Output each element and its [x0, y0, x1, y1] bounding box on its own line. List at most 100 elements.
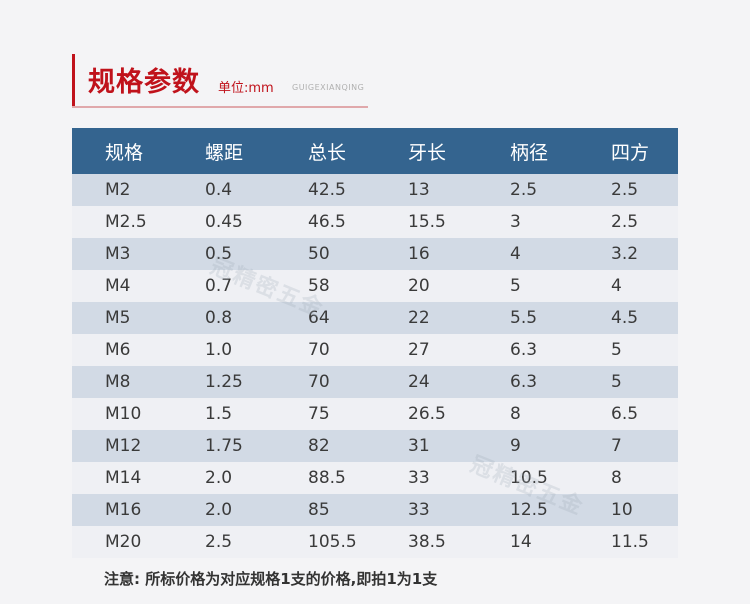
table-row: M20 2.5 105.5 38.5 14 11.5 — [72, 526, 678, 558]
column-header: 四方 — [577, 128, 678, 174]
header-underline — [72, 106, 368, 108]
table-cell: 70 — [274, 334, 375, 366]
table-cell: 9 — [476, 430, 577, 462]
table-cell: 31 — [375, 430, 476, 462]
table-cell: 2.5 — [476, 174, 577, 206]
table-cell: 16 — [375, 238, 476, 270]
table-cell: 10 — [577, 494, 678, 526]
table-row: M8 1.25 70 24 6.3 5 — [72, 366, 678, 398]
table-body: M2 0.4 42.5 13 2.5 2.5 M2.5 0.45 46.5 15.5 3 2.5 M3 0… — [72, 174, 678, 558]
column-header: 柄径 — [476, 128, 577, 174]
table-cell: M20 — [72, 526, 173, 558]
table-cell: 42.5 — [274, 174, 375, 206]
table-row: M6 1.0 70 27 6.3 5 — [72, 334, 678, 366]
table-cell: M6 — [72, 334, 173, 366]
table-cell: 4.5 — [577, 302, 678, 334]
table-cell: M4 — [72, 270, 173, 302]
table-cell: 64 — [274, 302, 375, 334]
table-row: M2 0.4 42.5 13 2.5 2.5 — [72, 174, 678, 206]
table-cell: 3.2 — [577, 238, 678, 270]
table-row: M2.5 0.45 46.5 15.5 3 2.5 — [72, 206, 678, 238]
table-cell: 15.5 — [375, 206, 476, 238]
table-cell: 1.25 — [173, 366, 274, 398]
table-cell: M2.5 — [72, 206, 173, 238]
table-cell: 82 — [274, 430, 375, 462]
table-cell: 3 — [476, 206, 577, 238]
table-cell: 7 — [577, 430, 678, 462]
table-cell: M2 — [72, 174, 173, 206]
table-cell: 5 — [577, 366, 678, 398]
section-header: 规格参数 单位:mm GUIGEXIANQING — [72, 54, 368, 108]
table-cell: 6.3 — [476, 334, 577, 366]
table-cell: 14 — [476, 526, 577, 558]
table-cell: 33 — [375, 462, 476, 494]
table-cell: 70 — [274, 366, 375, 398]
table-cell: 5 — [577, 334, 678, 366]
table-cell: 6.3 — [476, 366, 577, 398]
table-cell: M12 — [72, 430, 173, 462]
table-cell: 8 — [476, 398, 577, 430]
table-cell: 0.7 — [173, 270, 274, 302]
table-row: M10 1.5 75 26.5 8 6.5 — [72, 398, 678, 430]
column-header: 规格 — [72, 128, 173, 174]
page-title: 规格参数 — [88, 67, 200, 98]
table-cell: 0.45 — [173, 206, 274, 238]
table-cell: 5.5 — [476, 302, 577, 334]
table-row: M14 2.0 88.5 33 10.5 8 — [72, 462, 678, 494]
table-cell: M5 — [72, 302, 173, 334]
table-cell: M10 — [72, 398, 173, 430]
table-cell: 8 — [577, 462, 678, 494]
table-cell: 2.5 — [577, 206, 678, 238]
table-cell: 1.0 — [173, 334, 274, 366]
table-cell: 2.0 — [173, 462, 274, 494]
table-cell: 85 — [274, 494, 375, 526]
table-cell: 4 — [577, 270, 678, 302]
table-cell: 4 — [476, 238, 577, 270]
table-cell: 38.5 — [375, 526, 476, 558]
table-cell: 27 — [375, 334, 476, 366]
table-row: M5 0.8 64 22 5.5 4.5 — [72, 302, 678, 334]
table-cell: 50 — [274, 238, 375, 270]
table-cell: 6.5 — [577, 398, 678, 430]
table-cell: M3 — [72, 238, 173, 270]
table-cell: 1.75 — [173, 430, 274, 462]
table-cell: 26.5 — [375, 398, 476, 430]
table-cell: 33 — [375, 494, 476, 526]
table-cell: 88.5 — [274, 462, 375, 494]
table-cell: 20 — [375, 270, 476, 302]
column-header: 螺距 — [173, 128, 274, 174]
table-cell: 10.5 — [476, 462, 577, 494]
table-cell: 58 — [274, 270, 375, 302]
table-cell: 24 — [375, 366, 476, 398]
table-row: M3 0.5 50 16 4 3.2 — [72, 238, 678, 270]
table-cell: 5 — [476, 270, 577, 302]
table-cell: 0.5 — [173, 238, 274, 270]
title-pinyin: GUIGEXIANQING — [292, 83, 365, 92]
column-header: 牙长 — [375, 128, 476, 174]
spec-table: 规格 螺距 总长 牙长 柄径 四方 M2 0.4 42.5 13 2.5 2.5 M2.5 0… — [72, 128, 678, 558]
table-row: M4 0.7 58 20 5 4 — [72, 270, 678, 302]
column-header: 总长 — [274, 128, 375, 174]
table-cell: 0.8 — [173, 302, 274, 334]
price-note: 注意: 所标价格为对应规格1支的价格,即拍1为1支 — [104, 570, 438, 588]
table-cell: 2.5 — [577, 174, 678, 206]
table-cell: M14 — [72, 462, 173, 494]
table-cell: M8 — [72, 366, 173, 398]
table-cell: 46.5 — [274, 206, 375, 238]
table-cell: 2.0 — [173, 494, 274, 526]
table-row: M12 1.75 82 31 9 7 — [72, 430, 678, 462]
table-cell: 1.5 — [173, 398, 274, 430]
table-cell: 105.5 — [274, 526, 375, 558]
table-cell: 22 — [375, 302, 476, 334]
table-cell: 75 — [274, 398, 375, 430]
table-cell: 2.5 — [173, 526, 274, 558]
table-header-row: 规格 螺距 总长 牙长 柄径 四方 — [72, 128, 678, 174]
table-cell: 11.5 — [577, 526, 678, 558]
table-cell: M16 — [72, 494, 173, 526]
unit-label: 单位:mm — [218, 81, 274, 96]
table-cell: 13 — [375, 174, 476, 206]
table-row: M16 2.0 85 33 12.5 10 — [72, 494, 678, 526]
table-cell: 0.4 — [173, 174, 274, 206]
table-cell: 12.5 — [476, 494, 577, 526]
header-accent-bar — [72, 54, 75, 108]
